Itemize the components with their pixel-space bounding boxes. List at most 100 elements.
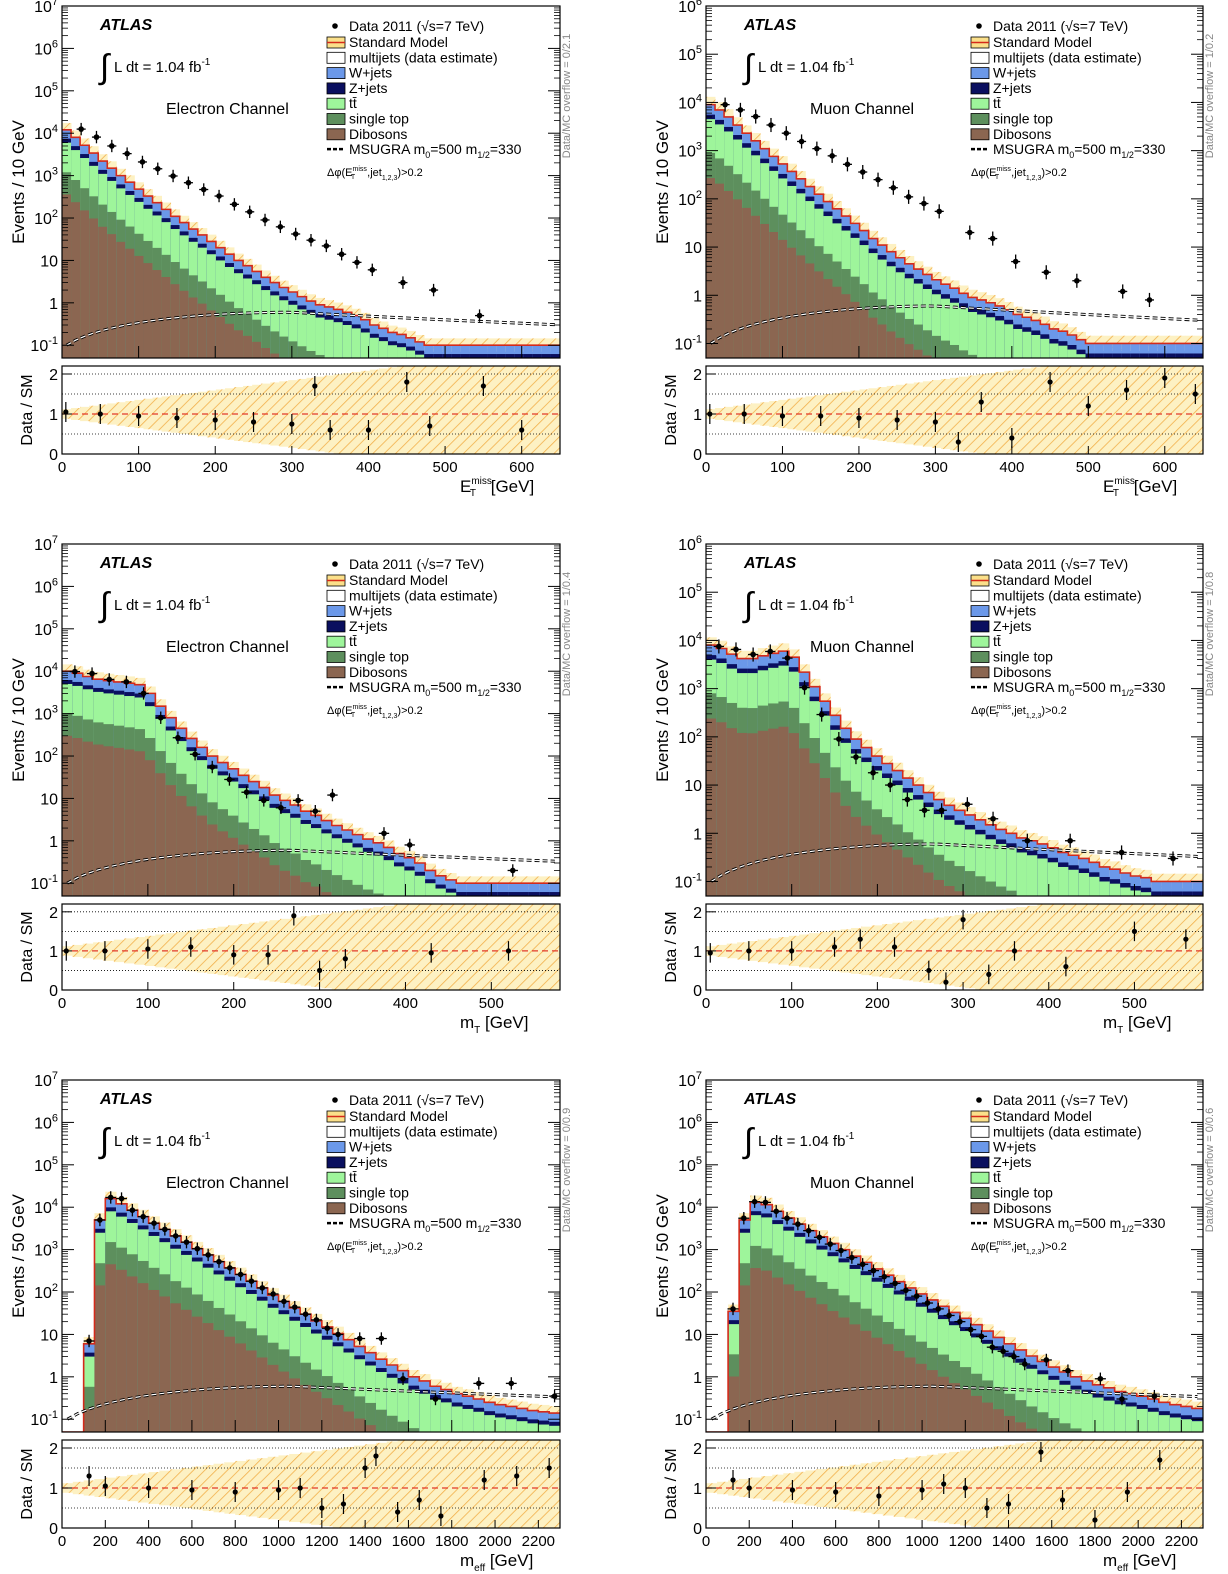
data-point — [989, 235, 996, 242]
ttbar-bar — [1114, 1404, 1127, 1432]
ratio-band — [1070, 1440, 1082, 1528]
singletop-bar — [940, 340, 951, 358]
data-point — [338, 251, 345, 258]
ttbar-bar — [440, 1402, 453, 1432]
zjets-bar — [1094, 353, 1104, 358]
ratio-band — [787, 398, 797, 430]
dibosons-bar — [944, 886, 955, 896]
ratio-content — [706, 1440, 1203, 1528]
data-point — [248, 1278, 255, 1284]
wjets-bar — [1192, 881, 1203, 896]
dibosons-bar — [143, 263, 153, 358]
ratio-band — [360, 370, 371, 454]
x-tick-label: 100 — [126, 459, 151, 476]
ratio-band — [1037, 1440, 1049, 1528]
y-tick-label: 104 — [678, 1197, 702, 1217]
y-tick-label: 1 — [49, 834, 58, 851]
wjets-bar — [487, 345, 498, 358]
ratio-band — [995, 371, 1005, 454]
legend-dibosons-swatch — [326, 1202, 346, 1215]
data-point — [1074, 277, 1080, 284]
channel-label: Electron Channel — [166, 1175, 289, 1192]
dibosons-bar — [1004, 1415, 1016, 1432]
ratio-band — [435, 904, 447, 990]
data-point — [1118, 849, 1125, 856]
dibosons-bar — [840, 805, 852, 896]
y-tick-label: 107 — [34, 0, 58, 16]
data-point — [124, 150, 130, 157]
main-frame — [705, 543, 1204, 897]
x-tick-label: 400 — [136, 1533, 161, 1550]
zjets-bar — [532, 354, 543, 358]
ttbar-bar — [462, 1408, 474, 1432]
legend-singletop-swatch — [970, 651, 990, 663]
ratio-band — [1180, 1440, 1193, 1528]
integral-sign: ∫ — [98, 1122, 111, 1160]
ratio-band — [460, 366, 470, 454]
dibosons-bar — [895, 337, 906, 358]
ratio-frame — [61, 903, 561, 991]
wjets-bar — [1130, 343, 1141, 358]
ratio-band — [332, 1448, 344, 1528]
data-point — [172, 1233, 179, 1239]
ratio-point — [831, 944, 838, 950]
legend-multijets-swatch — [326, 1125, 346, 1138]
zjets-bar — [541, 354, 552, 358]
ratio-band — [433, 366, 443, 454]
ratio-band — [324, 375, 335, 453]
ttbar-bar — [297, 309, 307, 358]
data-point — [730, 1306, 736, 1312]
ratio-point — [1124, 1489, 1130, 1495]
data-point — [381, 830, 387, 837]
data-point — [154, 165, 161, 172]
x-tick-label: 0 — [58, 1533, 66, 1550]
data-point — [890, 184, 897, 191]
ratio-band — [497, 904, 509, 990]
ratio-band — [549, 904, 560, 990]
ratio-band — [375, 1442, 388, 1528]
ttbar-bar — [1125, 1406, 1138, 1432]
sm-line — [62, 129, 560, 347]
dibosons-bar — [197, 303, 208, 358]
ttbar-bar — [1006, 847, 1018, 896]
chart-mt-muon: 10-1 1 10 102 103 104 105 106 Events / 10 GeV 0 1 2… — [653, 534, 1216, 1036]
data-point — [246, 209, 253, 215]
legend-ttbar-swatch — [970, 635, 990, 648]
legend-ttbar-swatch — [326, 635, 346, 648]
ratio-y-tick-label: 0 — [49, 1521, 58, 1538]
channel-label: Muon Channel — [810, 639, 914, 656]
ratio-band — [1139, 366, 1150, 454]
legend-zjets-label: Z+jets — [349, 618, 388, 634]
legend-ttbar-swatch — [970, 1171, 990, 1184]
ttbar-bar — [397, 1383, 409, 1432]
ratio-point — [876, 1493, 882, 1499]
wjets-bar — [478, 345, 488, 358]
wjets-bar — [1157, 343, 1168, 358]
legend-data-marker — [976, 561, 982, 567]
x-tick-label: 1600 — [392, 1533, 425, 1550]
ttbar-bar — [414, 875, 426, 896]
data-point — [827, 1241, 834, 1247]
legend-sm-label: Standard Model — [993, 1108, 1092, 1124]
x-tick-label: 300 — [307, 995, 332, 1012]
legend-multijets-swatch — [326, 51, 346, 64]
ratio-point — [265, 952, 271, 958]
data-point — [281, 1298, 287, 1305]
data-point — [1065, 1367, 1071, 1374]
zjets-bar — [523, 354, 534, 358]
wjets-bar — [528, 883, 540, 896]
ratio-band — [235, 1460, 247, 1516]
dibosons-bar — [882, 1344, 895, 1432]
x-tick-label: 200 — [93, 1533, 118, 1550]
dibosons-bar — [850, 301, 861, 358]
ttbar-bar — [549, 1425, 560, 1432]
ratio-point — [481, 1477, 487, 1483]
dibosons-bar — [733, 199, 743, 358]
ratio-band — [1169, 1440, 1182, 1528]
data-point — [270, 1291, 276, 1297]
x-tick-label: 300 — [923, 459, 948, 476]
dibosons-bar — [125, 248, 135, 358]
ratio-band — [739, 1478, 751, 1498]
data-point — [767, 648, 774, 655]
data-point — [151, 1220, 157, 1226]
